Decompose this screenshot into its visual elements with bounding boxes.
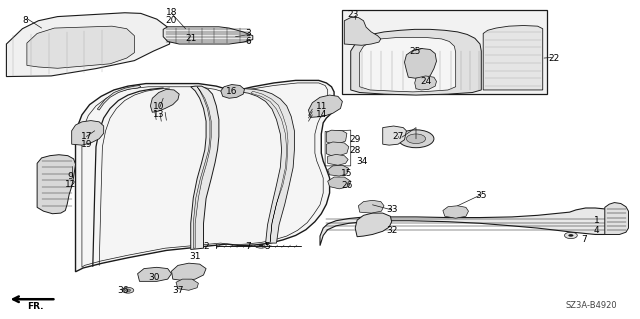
Circle shape	[406, 134, 426, 144]
Text: 31: 31	[189, 252, 201, 261]
Polygon shape	[328, 165, 349, 176]
Polygon shape	[191, 86, 219, 249]
Polygon shape	[221, 85, 244, 98]
Polygon shape	[344, 18, 381, 45]
Text: 16: 16	[226, 87, 237, 96]
Text: 28: 28	[349, 146, 361, 155]
Text: 23: 23	[348, 10, 359, 19]
Text: 7: 7	[581, 235, 586, 244]
Text: 19: 19	[81, 140, 92, 149]
Text: 15: 15	[341, 169, 353, 178]
Text: 26: 26	[341, 181, 353, 190]
Text: 20: 20	[166, 16, 177, 25]
Ellipse shape	[462, 74, 472, 80]
Text: 29: 29	[349, 135, 361, 144]
Circle shape	[568, 234, 573, 237]
Text: 2: 2	[204, 242, 209, 251]
Text: 18: 18	[166, 8, 177, 17]
Text: 27: 27	[392, 132, 404, 141]
Text: 22: 22	[548, 54, 559, 63]
Text: 5: 5	[265, 242, 270, 251]
Polygon shape	[328, 154, 348, 165]
Circle shape	[259, 244, 264, 246]
Text: 8: 8	[23, 16, 28, 25]
Polygon shape	[193, 87, 211, 248]
Text: 12: 12	[65, 180, 76, 189]
Polygon shape	[351, 29, 481, 95]
Polygon shape	[326, 142, 349, 156]
Polygon shape	[483, 26, 543, 90]
Polygon shape	[234, 89, 294, 243]
Circle shape	[398, 130, 434, 148]
Text: 3: 3	[246, 29, 251, 38]
Text: FR.: FR.	[27, 302, 44, 311]
Text: 17: 17	[81, 132, 92, 141]
Text: 24: 24	[420, 77, 431, 86]
Polygon shape	[76, 80, 334, 272]
Text: SZ3A-B4920: SZ3A-B4920	[566, 301, 618, 310]
Circle shape	[122, 287, 134, 293]
Text: 13: 13	[153, 110, 164, 119]
Polygon shape	[97, 85, 141, 110]
Polygon shape	[404, 48, 436, 78]
FancyBboxPatch shape	[448, 79, 461, 86]
Circle shape	[330, 145, 342, 152]
Polygon shape	[27, 26, 134, 68]
Text: 37: 37	[172, 286, 184, 295]
Text: 9: 9	[68, 172, 73, 181]
Circle shape	[125, 289, 131, 292]
Polygon shape	[138, 267, 172, 281]
Polygon shape	[6, 13, 170, 77]
Text: 21: 21	[185, 34, 196, 43]
Text: 11: 11	[316, 102, 327, 111]
Polygon shape	[308, 95, 342, 117]
Text: 10: 10	[153, 102, 164, 111]
Text: 6: 6	[246, 37, 251, 46]
Text: 7: 7	[246, 242, 251, 251]
Polygon shape	[150, 89, 179, 112]
Polygon shape	[72, 121, 104, 145]
Circle shape	[564, 232, 577, 239]
Text: 1: 1	[594, 216, 599, 225]
Text: 33: 33	[386, 205, 397, 214]
Polygon shape	[415, 76, 436, 90]
Text: 34: 34	[356, 157, 367, 166]
Polygon shape	[163, 27, 253, 44]
Polygon shape	[443, 206, 468, 218]
Text: 14: 14	[316, 110, 327, 119]
Polygon shape	[328, 177, 351, 189]
Circle shape	[362, 208, 370, 212]
Polygon shape	[326, 130, 347, 144]
Polygon shape	[605, 203, 628, 234]
Polygon shape	[172, 263, 206, 281]
Polygon shape	[355, 213, 392, 237]
FancyBboxPatch shape	[45, 179, 64, 191]
Polygon shape	[383, 126, 406, 145]
Text: 30: 30	[148, 273, 159, 282]
Text: 36: 36	[117, 286, 129, 295]
Ellipse shape	[434, 73, 444, 79]
Polygon shape	[320, 208, 622, 246]
Polygon shape	[37, 155, 76, 214]
Polygon shape	[176, 279, 198, 290]
Polygon shape	[342, 10, 547, 94]
Text: 35: 35	[476, 191, 487, 200]
Ellipse shape	[372, 73, 383, 81]
Ellipse shape	[404, 75, 415, 82]
Text: 25: 25	[409, 47, 420, 56]
Polygon shape	[358, 200, 384, 213]
Text: 32: 32	[386, 226, 397, 235]
Text: 4: 4	[594, 226, 599, 235]
Circle shape	[255, 242, 268, 248]
Polygon shape	[360, 37, 456, 92]
